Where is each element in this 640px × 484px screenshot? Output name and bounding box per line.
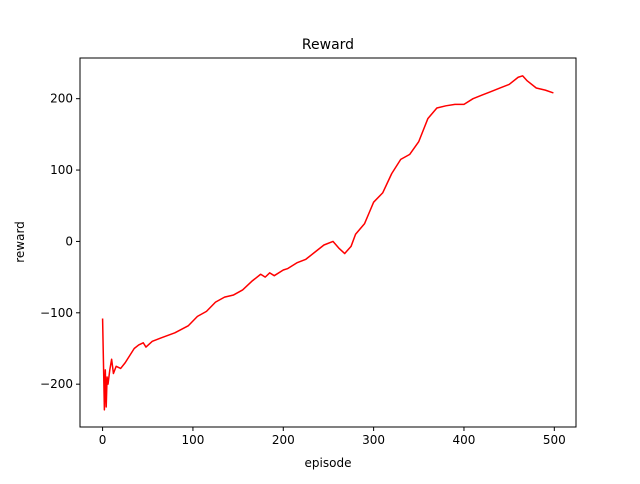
y-tick-label: 0 xyxy=(65,234,73,248)
x-tick-label: 0 xyxy=(99,433,107,447)
plot-frame xyxy=(79,57,577,428)
x-tick-label: 300 xyxy=(362,433,385,447)
x-tick-label: 400 xyxy=(453,433,476,447)
y-axis-label: reward xyxy=(13,221,27,263)
x-tick-label: 200 xyxy=(272,433,295,447)
y-tick-label: 100 xyxy=(50,163,73,177)
series-line xyxy=(101,75,554,411)
x-tick-label: 100 xyxy=(181,433,204,447)
y-tick-label: −200 xyxy=(40,377,73,391)
y-tick-label: 200 xyxy=(50,92,73,106)
chart-title: Reward xyxy=(302,37,354,53)
x-axis-label: episode xyxy=(305,456,352,470)
y-tick-label: −100 xyxy=(40,306,73,320)
x-tick-label: 500 xyxy=(543,433,566,447)
